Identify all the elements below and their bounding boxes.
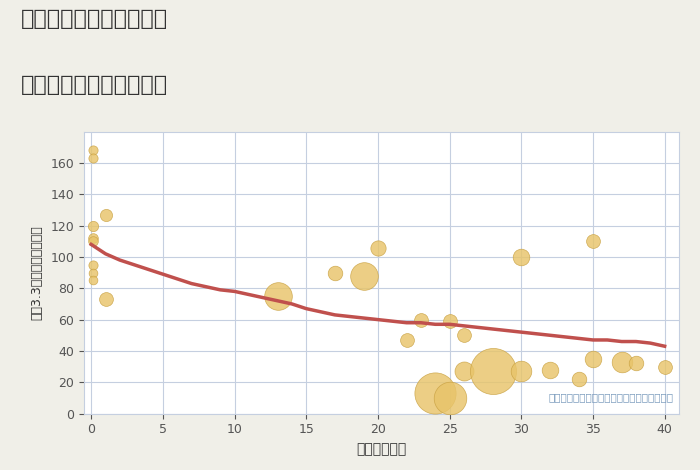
- Point: [444, 394, 455, 402]
- Text: 奈良県奈良市下狭川町の: 奈良県奈良市下狭川町の: [21, 9, 168, 30]
- Point: [458, 331, 470, 339]
- Point: [401, 336, 412, 344]
- Point: [545, 366, 556, 374]
- Point: [458, 368, 470, 375]
- Y-axis label: 坪（3.3㎡）単価（万円）: 坪（3.3㎡）単価（万円）: [31, 225, 43, 320]
- Text: 円の大きさは、取引のあった物件面積を示す: 円の大きさは、取引のあった物件面積を示す: [548, 392, 673, 402]
- Point: [487, 368, 498, 375]
- Point: [329, 269, 340, 276]
- Point: [631, 360, 642, 367]
- Point: [87, 147, 98, 154]
- Point: [516, 253, 527, 261]
- Point: [100, 296, 111, 303]
- Point: [87, 235, 98, 242]
- Point: [587, 355, 598, 362]
- Point: [358, 272, 369, 280]
- Point: [100, 211, 111, 219]
- Point: [87, 155, 98, 162]
- Point: [516, 368, 527, 375]
- Point: [415, 316, 426, 323]
- Point: [272, 292, 284, 300]
- Point: [87, 222, 98, 229]
- Point: [659, 363, 671, 370]
- Point: [444, 317, 455, 325]
- Point: [87, 237, 98, 245]
- Point: [87, 261, 98, 268]
- Point: [87, 269, 98, 276]
- Point: [430, 390, 441, 397]
- Point: [372, 244, 384, 251]
- X-axis label: 築年数（年）: 築年数（年）: [356, 442, 407, 456]
- Point: [573, 376, 584, 383]
- Text: 築年数別中古戸建て価格: 築年数別中古戸建て価格: [21, 75, 168, 95]
- Point: [616, 358, 627, 366]
- Point: [87, 277, 98, 284]
- Point: [587, 237, 598, 245]
